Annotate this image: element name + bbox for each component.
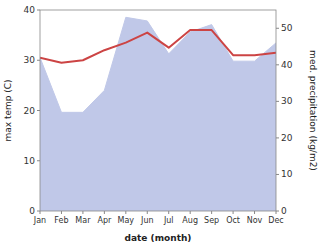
y-tick xyxy=(37,110,40,111)
chart: 0 10 20 30 40 0 10 20 30 40 50 Jan Feb Mar Apr May Jun Ju… xyxy=(0,0,318,247)
y-tick xyxy=(37,10,40,11)
x-tick xyxy=(190,211,191,214)
x-tick-label: Feb xyxy=(54,216,68,225)
y2-tick-label: 30 xyxy=(281,96,293,106)
x-tick-label: Jul xyxy=(163,216,174,225)
temp-line xyxy=(40,30,276,63)
x-tick-label: Apr xyxy=(97,216,112,225)
x-tick-label: Oct xyxy=(226,216,240,225)
y-tick xyxy=(37,160,40,161)
x-tick xyxy=(104,211,105,214)
y2-tick xyxy=(276,64,279,65)
y2-tick xyxy=(276,174,279,175)
y2-tick-label: 0 xyxy=(281,206,287,216)
x-tick-label: Sep xyxy=(204,216,219,225)
x-tick xyxy=(211,211,212,214)
x-tick xyxy=(233,211,234,214)
y2-tick xyxy=(276,137,279,138)
y-axis-label: max temp (C) xyxy=(3,79,13,141)
x-tick xyxy=(147,211,148,214)
x-tick xyxy=(82,211,83,214)
y-tick-label: 40 xyxy=(24,5,36,15)
y-tick xyxy=(37,60,40,61)
y-tick-label: 0 xyxy=(29,206,35,216)
y-tick-label: 20 xyxy=(24,106,36,116)
x-axis-label: date (month) xyxy=(125,233,192,243)
x-tick xyxy=(254,211,255,214)
y2-axis-label: med. precipitation (kg/m2) xyxy=(308,50,318,171)
x-tick xyxy=(61,211,62,214)
y2-tick-label: 50 xyxy=(281,23,293,33)
x-tick xyxy=(276,211,277,214)
x-tick xyxy=(125,211,126,214)
y-tick-label: 30 xyxy=(24,55,36,65)
y2-tick-label: 20 xyxy=(281,133,293,143)
y2-tick xyxy=(276,28,279,29)
x-tick-label: Mar xyxy=(75,216,91,225)
y2-tick-label: 10 xyxy=(281,169,293,179)
y2-tick xyxy=(276,101,279,102)
x-tick-label: Jan xyxy=(33,216,46,225)
precip-area xyxy=(40,17,276,211)
plot-area xyxy=(40,17,276,211)
x-tick-label: Aug xyxy=(182,216,198,225)
x-tick-label: Dec xyxy=(268,216,283,225)
y-tick-label: 10 xyxy=(24,156,36,166)
y2-tick-label: 40 xyxy=(281,60,293,70)
x-tick-label: Nov xyxy=(247,216,263,225)
plot-frame xyxy=(40,10,276,211)
x-tick xyxy=(40,211,41,214)
x-tick xyxy=(168,211,169,214)
x-tick-label: Jun xyxy=(140,216,154,225)
precip-line xyxy=(40,17,276,112)
x-tick-label: May xyxy=(118,216,135,225)
